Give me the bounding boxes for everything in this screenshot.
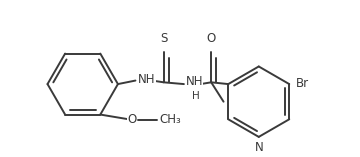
Text: O: O bbox=[207, 32, 216, 45]
Text: N: N bbox=[255, 141, 263, 154]
Text: Br: Br bbox=[296, 77, 309, 90]
Text: H: H bbox=[192, 91, 199, 101]
Text: NH: NH bbox=[138, 73, 156, 86]
Text: NH: NH bbox=[186, 75, 203, 88]
Text: CH₃: CH₃ bbox=[159, 113, 181, 126]
Text: S: S bbox=[160, 32, 167, 45]
Text: O: O bbox=[127, 113, 137, 126]
